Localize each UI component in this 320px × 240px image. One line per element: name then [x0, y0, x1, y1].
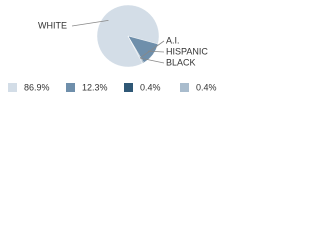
legend-label: 12.3%	[82, 82, 108, 92]
category-label: BLACK	[166, 57, 196, 67]
legend-swatch	[8, 83, 17, 92]
legend-swatch	[66, 83, 75, 92]
leader-line	[140, 40, 165, 58]
category-label: HISPANIC	[166, 46, 208, 56]
category-label: A.I.	[166, 35, 180, 45]
legend-label: 0.4%	[140, 82, 161, 92]
legend-swatch	[124, 83, 133, 92]
leader-line	[71, 20, 109, 27]
legend-swatch	[180, 83, 189, 92]
leader-line	[139, 57, 165, 64]
legend-label: 0.4%	[196, 82, 217, 92]
page: {"chart_data": {"type": "pie", "categori…	[0, 0, 240, 100]
leader-line	[147, 50, 165, 53]
pie-slice	[127, 35, 144, 64]
legend-label: 86.9%	[24, 82, 50, 92]
category-label: WHITE	[38, 20, 67, 30]
